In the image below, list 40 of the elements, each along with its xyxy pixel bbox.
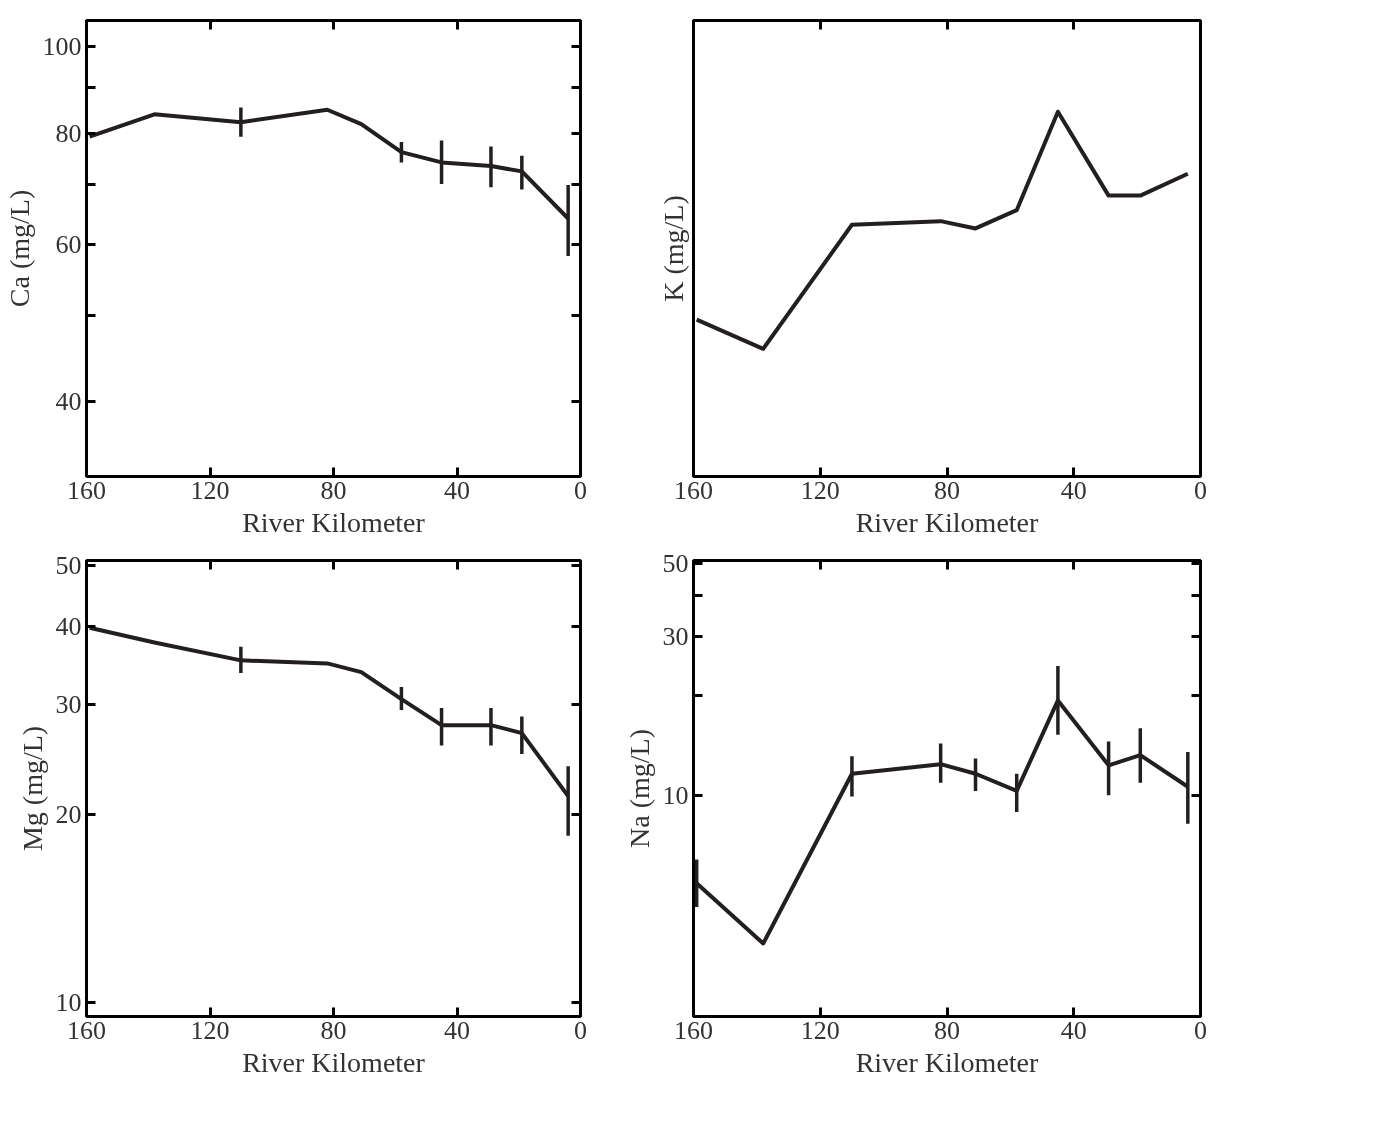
- x-tick-label: 40: [444, 1015, 470, 1045]
- x-tick-label: 80: [934, 475, 960, 505]
- y-tick-label: 30: [662, 622, 689, 652]
- y-tick-label: 10: [662, 780, 689, 810]
- y-axis-title: Na (mg/L): [623, 729, 655, 848]
- x-tick-label: 40: [1060, 1015, 1087, 1045]
- x-tick-label: 0: [574, 475, 587, 505]
- x-axis-title: River Kilometer: [855, 1046, 1040, 1078]
- x-tick-label: 120: [190, 1015, 230, 1045]
- y-axis-title: Ca (mg/L): [3, 189, 35, 308]
- x-axis-title: River Kilometer: [242, 506, 426, 538]
- x-tick-label: 160: [674, 1015, 713, 1045]
- x-tick-label: 80: [320, 475, 347, 505]
- x-tick-label: 120: [190, 475, 230, 505]
- x-axis-title: River Kilometer: [855, 506, 1040, 538]
- y-tick-label: 60: [55, 230, 82, 260]
- y-tick-label: 50: [55, 551, 82, 581]
- x-tick-label: 0: [1194, 1015, 1207, 1045]
- y-axis-title: K (mg/L): [657, 195, 689, 302]
- x-tick-label: 160: [67, 1015, 106, 1045]
- x-tick-label: 120: [800, 1015, 840, 1045]
- y-tick-label: 30: [55, 689, 82, 719]
- x-tick-label: 80: [934, 1015, 960, 1045]
- y-tick-label: 80: [55, 118, 82, 148]
- y-axis-title: Mg (mg/L): [16, 725, 48, 852]
- y-tick-label: 10: [55, 988, 82, 1018]
- y-tick-label: 20: [55, 800, 82, 829]
- y-tick-label: 50: [662, 548, 689, 578]
- x-tick-label: 80: [320, 1015, 347, 1045]
- x-axis-title: River Kilometer: [242, 1046, 426, 1078]
- x-tick-label: 0: [1194, 475, 1207, 505]
- x-tick-label: 40: [1060, 475, 1087, 505]
- x-tick-label: 120: [800, 475, 840, 505]
- y-tick-label: 40: [55, 387, 82, 417]
- x-tick-label: 160: [674, 475, 713, 505]
- y-tick-label: 100: [42, 32, 82, 62]
- x-tick-label: 0: [574, 1015, 587, 1045]
- x-tick-label: 160: [67, 475, 106, 505]
- y-tick-label: 40: [55, 611, 82, 641]
- x-tick-label: 40: [444, 475, 470, 505]
